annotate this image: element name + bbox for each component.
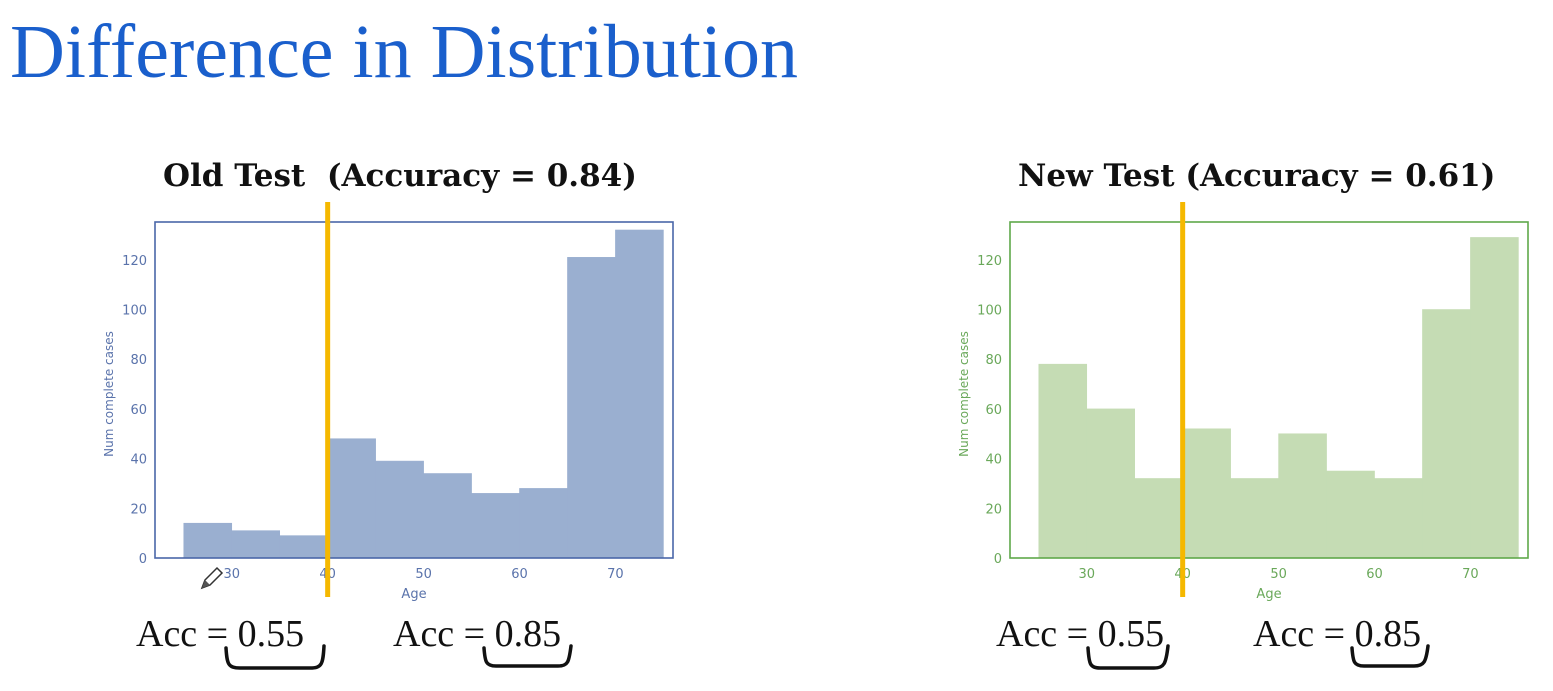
new-acc-right: Acc = 0.85 — [1253, 613, 1422, 655]
y-tick-label: 80 — [130, 353, 147, 368]
histogram-bar — [375, 460, 424, 559]
y-tick-label: 40 — [130, 453, 147, 468]
x-axis-label: Age — [401, 587, 426, 602]
histogram-bar — [231, 530, 281, 559]
histogram-bar — [1470, 237, 1519, 559]
new-test-histogram: 0204060801001203040506070AgeNum complete… — [957, 202, 1529, 602]
histogram-bar — [1230, 478, 1279, 559]
histogram-bar — [327, 438, 376, 559]
y-tick-label: 40 — [985, 453, 1002, 468]
y-tick-label: 20 — [130, 502, 147, 517]
y-tick-label: 120 — [122, 254, 147, 269]
x-tick-label: 60 — [1366, 567, 1383, 582]
y-tick-label: 0 — [139, 552, 147, 567]
plot-frame — [154, 221, 674, 559]
histogram-bar — [471, 493, 520, 559]
histogram-bar — [1422, 309, 1471, 559]
old-left-brace-icon — [224, 644, 326, 670]
new-acc-left: Acc = 0.55 — [996, 613, 1165, 655]
x-tick-label: 50 — [415, 567, 432, 582]
new-right-brace-icon — [1350, 644, 1430, 668]
old-acc-left: Acc = 0.55 — [136, 613, 305, 655]
new-left-brace-icon — [1086, 644, 1170, 670]
slide-title: Difference in Distribution — [10, 10, 798, 94]
pencil-cursor-icon — [200, 566, 224, 590]
new-test-title: New Test (Accuracy = 0.61) — [1018, 158, 1496, 194]
x-tick-label: 70 — [1462, 567, 1479, 582]
histogram-bar — [1278, 433, 1327, 559]
histogram-bar — [1086, 408, 1136, 559]
y-tick-label: 100 — [977, 304, 1002, 319]
y-tick-label: 20 — [985, 502, 1002, 517]
histogram-bar — [1182, 428, 1231, 559]
old-acc-right: Acc = 0.85 — [393, 613, 562, 655]
histogram-bar — [279, 535, 328, 559]
histogram-bar — [183, 522, 233, 559]
y-tick-label: 60 — [985, 403, 1002, 418]
histogram-bar — [1374, 478, 1423, 559]
histogram-bar — [1038, 363, 1088, 559]
old-test-title: Old Test (Accuracy = 0.84) — [163, 158, 637, 194]
x-tick-label: 30 — [1078, 567, 1095, 582]
y-tick-label: 120 — [977, 254, 1002, 269]
old-right-brace-icon — [482, 644, 573, 668]
y-axis-label: Num complete cases — [102, 331, 116, 457]
plot-frame — [1009, 221, 1529, 559]
x-tick-label: 60 — [511, 567, 528, 582]
old-test-histogram: 0204060801001203040506070AgeNum complete… — [102, 202, 674, 602]
x-tick-label: 70 — [607, 567, 624, 582]
y-tick-label: 0 — [994, 552, 1002, 567]
y-axis-label: Num complete cases — [957, 331, 971, 457]
histogram-bar — [519, 488, 568, 559]
histogram-bar — [423, 473, 472, 559]
y-tick-label: 60 — [130, 403, 147, 418]
x-tick-label: 30 — [223, 567, 240, 582]
histogram-bar — [567, 257, 616, 559]
histogram-bar — [1326, 470, 1375, 559]
x-tick-label: 50 — [1270, 567, 1287, 582]
histogram-bar — [1134, 478, 1183, 559]
y-tick-label: 80 — [985, 353, 1002, 368]
y-tick-label: 100 — [122, 304, 147, 319]
x-axis-label: Age — [1256, 587, 1281, 602]
histogram-bar — [615, 229, 664, 559]
